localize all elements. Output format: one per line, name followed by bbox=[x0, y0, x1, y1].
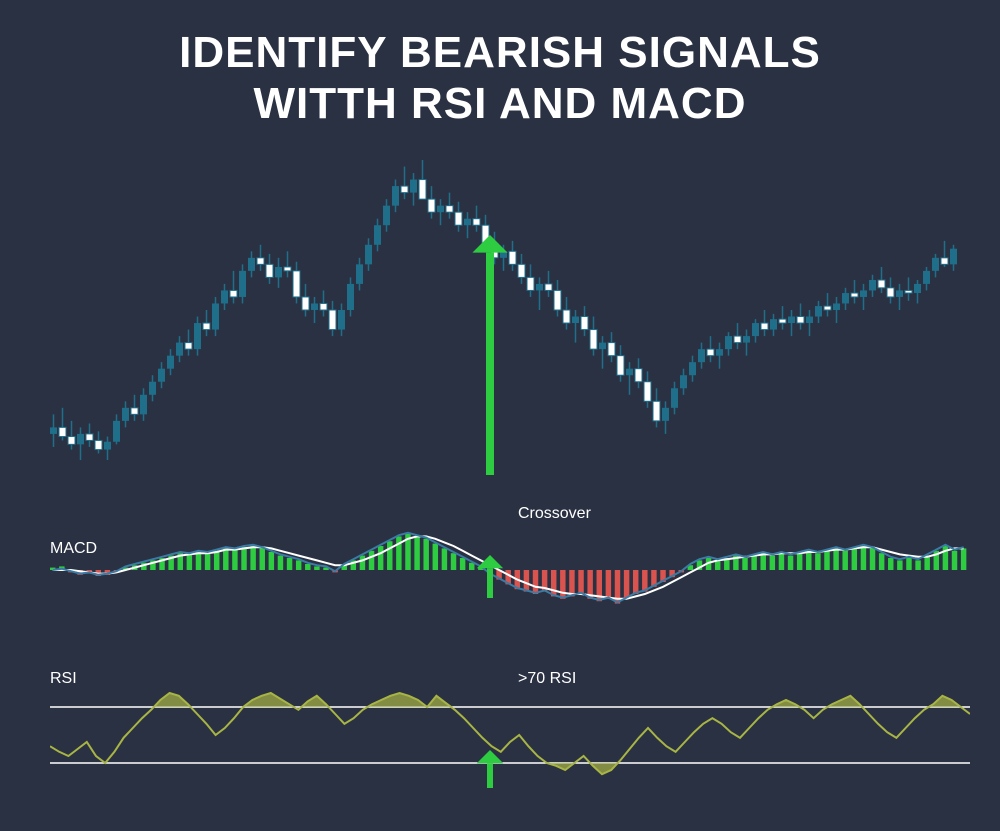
title-line-1: IDENTIFY BEARISH SIGNALS bbox=[0, 28, 1000, 79]
candlestick-chart bbox=[50, 145, 970, 475]
title-line-2: WITTH RSI AND MACD bbox=[0, 79, 1000, 130]
rsi-chart bbox=[50, 665, 970, 805]
macd-chart bbox=[50, 500, 970, 640]
main-title: IDENTIFY BEARISH SIGNALS WITTH RSI AND M… bbox=[0, 0, 1000, 129]
